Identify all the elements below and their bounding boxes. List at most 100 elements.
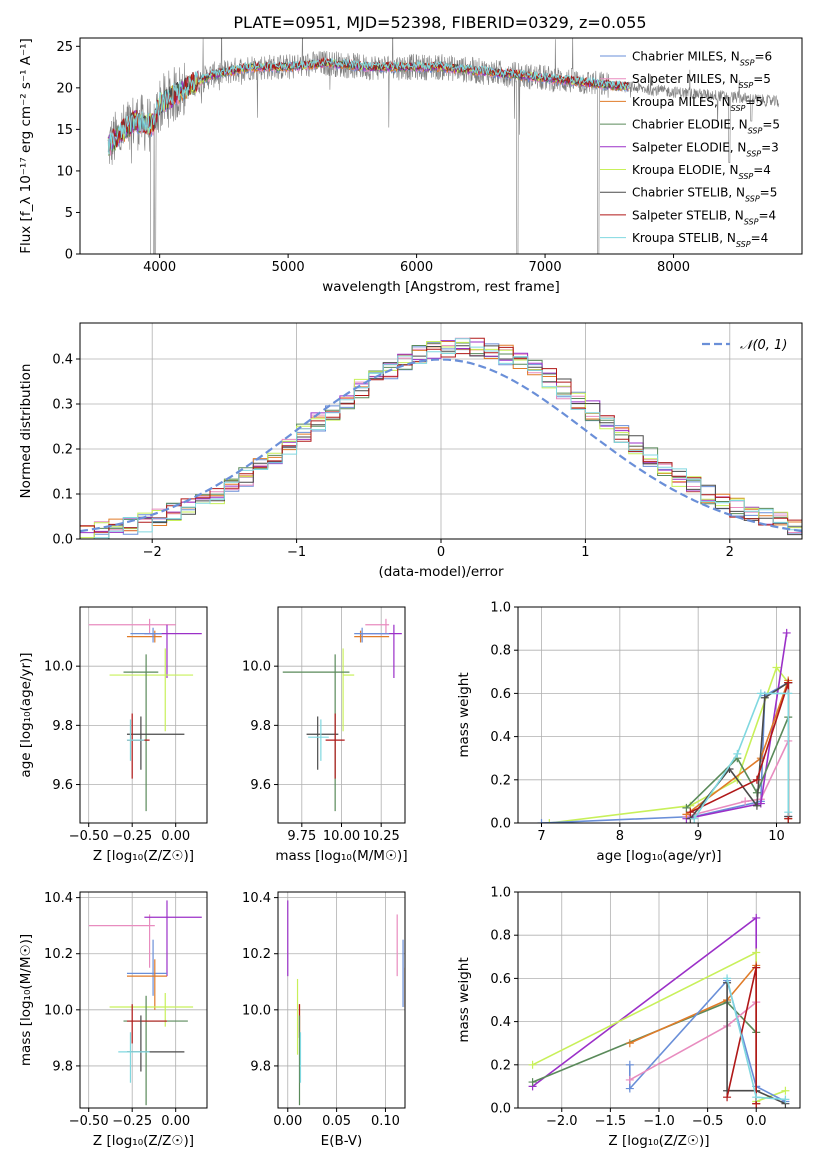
y-tick-label: 15: [56, 123, 73, 138]
weight-marker: [756, 689, 765, 698]
x-axis-label: Z [log₁₀(Z/Z☉)]: [93, 848, 194, 864]
x-tick-label: 1: [581, 545, 589, 560]
weight-marker: [537, 819, 546, 823]
y-tick-label: 9.8: [52, 719, 73, 734]
legend-label: 𝒩(0, 1): [740, 338, 787, 353]
y-axis-label: Flux [f_λ 10⁻¹⁷ erg cm⁻² s⁻¹ A⁻¹]: [18, 38, 34, 254]
x-tick-label: 8: [616, 829, 624, 844]
histogram-cyan: [80, 338, 802, 539]
panel-mass-vs-Z: −0.50 −0.25 0.00 9.8 10.0 10.2 10.4 Z [log₁₀(Z/…: [18, 891, 208, 1149]
x-axis-label: wavelength [Angstrom, rest frame]: [322, 279, 560, 295]
weight-line-green: [685, 716, 790, 809]
x-axis-label: Z [log₁₀(Z/Z☉)]: [93, 1133, 194, 1149]
x-axis-label: age [log₁₀(age/yr)]: [596, 848, 721, 864]
y-tick-label: 10.2: [242, 947, 271, 962]
weight-line-purple: [532, 916, 757, 1104]
weight-marker: [625, 1039, 634, 1048]
legend-label: Chabrier STELIB, NSSP=5: [632, 186, 777, 204]
x-tick-label: 0.00: [273, 1114, 302, 1129]
weight-marker: [528, 1078, 537, 1087]
axes-frame: [517, 606, 801, 824]
weight-line-orange: [629, 963, 757, 1104]
weight-marker: [752, 963, 761, 972]
histogram-purple: [80, 340, 802, 539]
weight-marker: [528, 1060, 537, 1069]
weight-marker: [625, 1075, 634, 1084]
plot-area: [528, 913, 790, 1108]
panel-age-vs-Z: −0.50 −0.25 0.00 9.6 9.8 10.0 Z [log₁₀(Z/Z☉)] a…: [18, 606, 208, 864]
y-tick-label: 0.0: [52, 533, 73, 548]
x-tick-label: 7: [537, 829, 545, 844]
figure-title: PLATE=0951, MJD=52398, FIBERID=0329, z=0…: [233, 13, 646, 32]
y-tick-label: 0.3: [52, 398, 73, 413]
x-tick-label: 0: [437, 545, 445, 560]
y-tick-label: 9.6: [52, 778, 73, 793]
y-tick-label: 10.0: [242, 1003, 271, 1018]
x-tick-label: 10: [768, 829, 785, 844]
x-axis-label: (data-model)/error: [378, 564, 504, 580]
weight-marker: [772, 663, 781, 672]
x-tick-label: 7000: [529, 260, 562, 275]
x-tick-label: 4000: [143, 260, 176, 275]
axes-frame: [79, 37, 803, 255]
y-tick-label: 9.8: [250, 1059, 271, 1074]
axes-frame: [79, 606, 208, 824]
weight-marker: [625, 1060, 634, 1069]
y-tick-label: 10.0: [44, 660, 73, 675]
weight-marker: [752, 801, 761, 810]
x-tick-label: 6000: [400, 260, 433, 275]
legend-label: Salpeter STELIB, NSSP=4: [632, 208, 776, 226]
legend-label: Chabrier MILES, NSSP=6: [632, 50, 772, 68]
panel-mass-vs-EBV: 0.00 0.05 0.10 9.8 10.0 10.2 10.4 E(B-V): [242, 891, 406, 1149]
weight-line-dark: [726, 982, 786, 1105]
y-tick-label: 0.2: [490, 1058, 511, 1073]
x-tick-label: 9.75: [287, 829, 316, 844]
plot-area: [88, 618, 202, 812]
y-tick-label: 0.1: [52, 488, 73, 503]
x-tick-label: 10.00: [323, 829, 360, 844]
x-tick-label: 10.25: [363, 829, 400, 844]
x-axis-label: E(B-V): [321, 1133, 363, 1149]
x-tick-label: −0.50: [69, 829, 109, 844]
weight-marker: [690, 814, 699, 823]
x-tick-label: 0.00: [161, 1114, 190, 1129]
plot-area: [80, 337, 802, 539]
y-tick-label: 25: [56, 40, 73, 55]
legend-label: Salpeter MILES, NSSP=5: [632, 72, 771, 90]
x-axis-label: Z [log₁₀(Z/Z☉)]: [608, 1133, 709, 1149]
x-tick-label: −0.50: [69, 1114, 109, 1129]
axes-front: 7 8 9 10 0.0 0.2 0.4 0.6 0.8 1.0 age [log₁₀(age/yr…: [456, 601, 801, 864]
y-tick-label: 9.8: [52, 1059, 73, 1074]
plot-area: [88, 900, 202, 1106]
x-tick-label: −1: [287, 545, 306, 560]
y-tick-label: 10.2: [44, 947, 73, 962]
legend-label: Kroupa STELIB, NSSP=4: [632, 231, 768, 249]
y-axis-label: age [log₁₀(age/yr)]: [18, 652, 34, 777]
x-tick-label: 0.05: [322, 1114, 351, 1129]
axes-front: −2.0 −1.5 −1.0 −0.5 0.0 0.0 0.2 0.4 0.6 0.8 1.0 Z […: [456, 886, 801, 1149]
weight-marker: [741, 797, 750, 806]
y-tick-label: 0.4: [490, 730, 511, 745]
x-tick-label: −1.5: [595, 1114, 627, 1129]
y-tick-label: 0: [65, 248, 73, 263]
legend-label: Chabrier ELODIE, NSSP=5: [632, 118, 780, 136]
panel-residuals: −2 −1 0 1 2 0.0 0.1 0.2 0.3 0.4 (data-model)/error…: [18, 322, 803, 580]
axes-front: −0.50 −0.25 0.00 9.8 10.0 10.2 10.4 Z [log₁₀(Z/…: [18, 891, 208, 1149]
weight-marker: [760, 693, 769, 702]
gaussian-reference-curve: [80, 358, 802, 533]
y-axis-label: mass [log₁₀(M/M☉)]: [18, 934, 34, 1066]
y-tick-label: 5: [65, 206, 73, 221]
x-tick-label: 0.00: [161, 829, 190, 844]
panel-weight-vs-age: 7 8 9 10 0.0 0.2 0.4 0.6 0.8 1.0 age [log₁₀(age/yr…: [456, 601, 801, 864]
weight-marker: [682, 803, 691, 812]
y-tick-label: 10: [56, 164, 73, 179]
axes-front: −2 −1 0 1 2 0.0 0.1 0.2 0.3 0.4 (data-model)/error…: [18, 322, 803, 580]
x-tick-label: −0.25: [112, 1114, 152, 1129]
plot-area: [107, 38, 780, 254]
legend-label: Kroupa MILES, NSSP=5: [632, 95, 763, 113]
data-spectrum-line: [108, 38, 780, 254]
histogram-red: [80, 337, 802, 539]
axes-frame: [277, 891, 406, 1109]
axes-frame: [79, 891, 208, 1109]
